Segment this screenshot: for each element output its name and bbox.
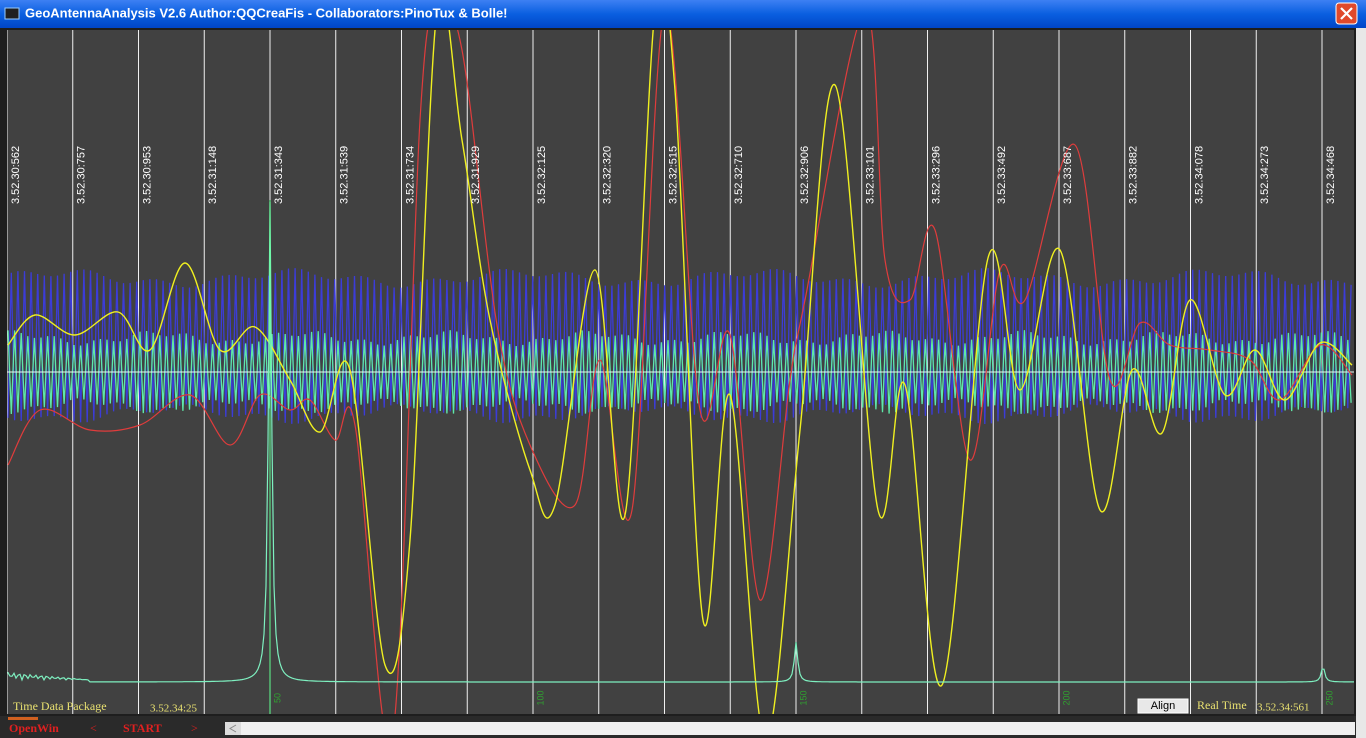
timestamp: 3.52.32:320 [602,146,614,204]
timestamp: 3.52.30:757 [76,146,88,204]
blue-wave [7,268,1352,425]
title-bar [0,0,1366,28]
sample-label: 100 [535,690,545,705]
prev-button[interactable]: < [90,721,97,735]
timestamp: 3.52.34:273 [1259,146,1271,204]
labels: 3.52.30:562 3.52.30:757 3.52.30:953 3.52.31… [10,146,1337,706]
timestamp: 3.52.31:539 [339,146,351,204]
timestamp: 3.52.32:125 [536,146,548,204]
realtime-label: Real Time [1197,698,1247,712]
timestamp: 3.52.32:710 [733,146,745,204]
waveforms [7,30,1354,714]
timestamp: 3.52.30:562 [10,146,22,204]
timestamp: 3.52.31:734 [404,146,416,204]
align-button[interactable]: Align [1137,698,1189,714]
status-time: 3.52.34:25 [150,703,198,715]
app-icon [4,7,20,20]
openwin-button[interactable]: OpenWin [9,721,59,735]
sample-label: 200 [1061,690,1071,705]
timestamp: 3.52.34:468 [1325,146,1337,204]
timestamp: 3.52.33:296 [930,146,942,204]
sample-label: 150 [798,690,808,705]
window-title: GeoAntennaAnalysis V2.6 Author:QQCreaFis… [25,5,508,20]
align-label[interactable]: Align [1151,700,1175,712]
timestamp: 3.52.31:343 [273,146,285,204]
timestamp: 3.52.31:148 [207,146,219,204]
timestamp: 3.52.34:078 [1193,146,1205,204]
next-button[interactable]: > [191,721,198,735]
sample-label: 50 [272,693,282,703]
red-wave [7,30,1353,714]
start-button[interactable]: START [123,721,162,735]
timestamp: 3.52.33:687 [1062,146,1074,204]
timestamp: 3.52.31:929 [470,146,482,204]
timestamp: 3.52.33:101 [865,146,877,204]
realtime-value: 3.52.34:561 [1257,702,1310,714]
timestamp: 3.52.30:953 [141,146,153,204]
scrollbar[interactable] [225,722,1355,735]
timestamp: 3.52.33:492 [996,146,1008,204]
close-button[interactable] [1335,2,1358,25]
timestamp: 3.52.33:882 [1128,146,1140,204]
timestamp: 3.52.32:906 [799,146,811,204]
spectrum [7,201,1354,683]
progress [8,717,38,720]
sample-label: 250 [1324,690,1334,705]
yellow-wave [7,30,1353,714]
status-label: Time Data Package [13,699,107,713]
timestamp: 3.52.32:515 [667,146,679,204]
side-scroll [1356,28,1366,738]
